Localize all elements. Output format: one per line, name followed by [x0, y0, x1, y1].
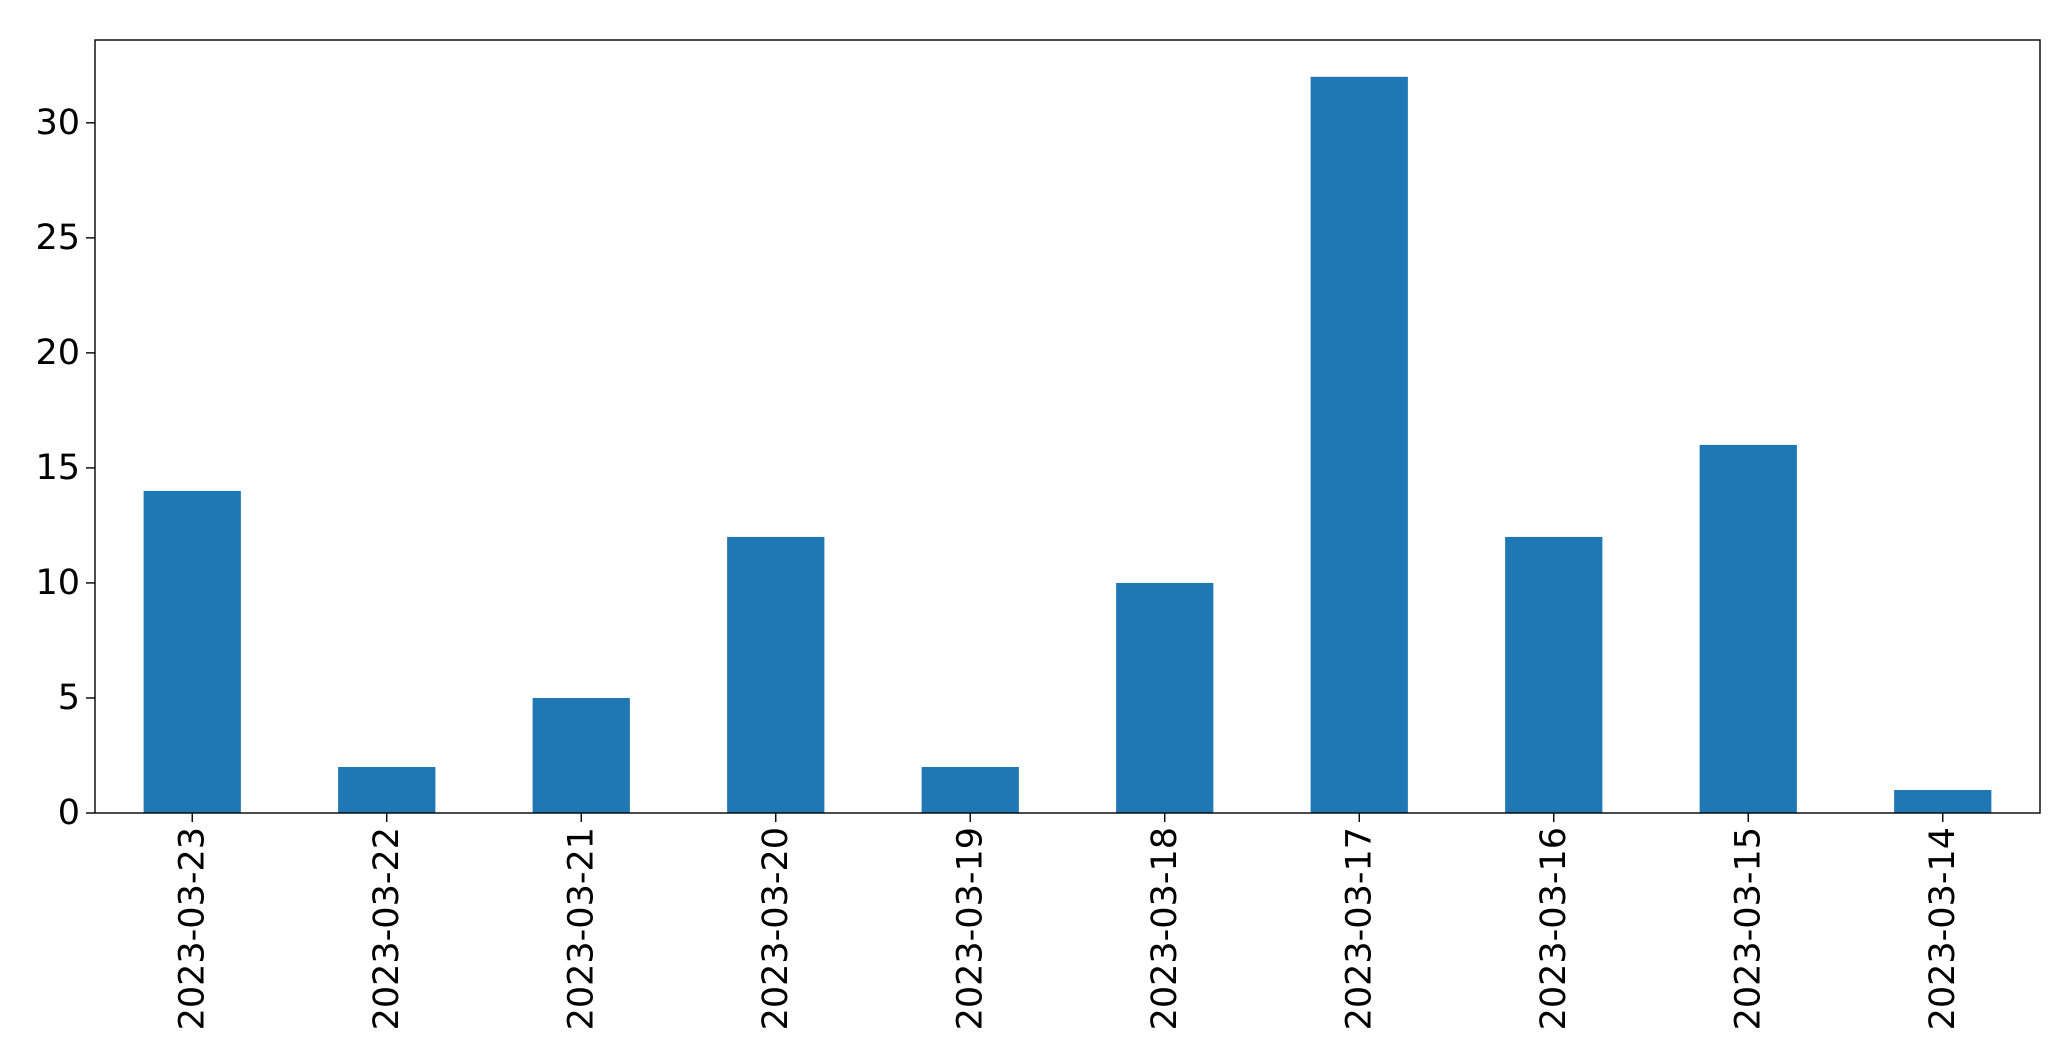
bar-2023-03-22 — [338, 766, 436, 813]
bars-group — [143, 76, 1992, 814]
plot-frame — [94, 39, 2041, 814]
bar-2023-03-21 — [532, 697, 630, 813]
x-tick-label: 2023-03-18 — [1145, 827, 1185, 1030]
x-tick-label: 2023-03-14 — [1923, 827, 1963, 1030]
bar-2023-03-23 — [143, 490, 241, 813]
x-tick-label: 2023-03-22 — [367, 827, 407, 1030]
y-tick-label: 20 — [35, 333, 80, 373]
x-tick-label: 2023-03-15 — [1728, 827, 1768, 1030]
y-tick-label: 15 — [35, 448, 80, 488]
x-tick-label: 2023-03-19 — [950, 827, 990, 1030]
y-axis: 0 5 10 15 20 25 30 — [35, 103, 95, 833]
x-tick-label: 2023-03-16 — [1534, 827, 1574, 1030]
x-tick-label: 2023-03-23 — [172, 827, 212, 1030]
x-tick-label: 2023-03-20 — [756, 827, 796, 1030]
bar-2023-03-19 — [921, 766, 1019, 813]
x-axis: 2023-03-23 2023-03-22 2023-03-21 2023-03-20… — [172, 813, 1963, 1030]
y-tick-label: 10 — [35, 563, 80, 603]
bar-2023-03-18 — [1116, 582, 1214, 813]
bar-2023-03-15 — [1699, 444, 1797, 813]
y-tick-label: 5 — [58, 678, 80, 718]
bar-2023-03-16 — [1505, 536, 1603, 813]
bar-2023-03-17 — [1310, 76, 1408, 814]
y-tick-label: 25 — [35, 218, 80, 258]
y-tick-label: 0 — [58, 793, 80, 833]
bar-2023-03-14 — [1894, 789, 1992, 813]
y-tick-label: 30 — [35, 103, 80, 143]
bar-2023-03-20 — [727, 536, 825, 813]
x-tick-label: 2023-03-17 — [1339, 827, 1379, 1030]
x-tick-label: 2023-03-21 — [561, 827, 601, 1030]
